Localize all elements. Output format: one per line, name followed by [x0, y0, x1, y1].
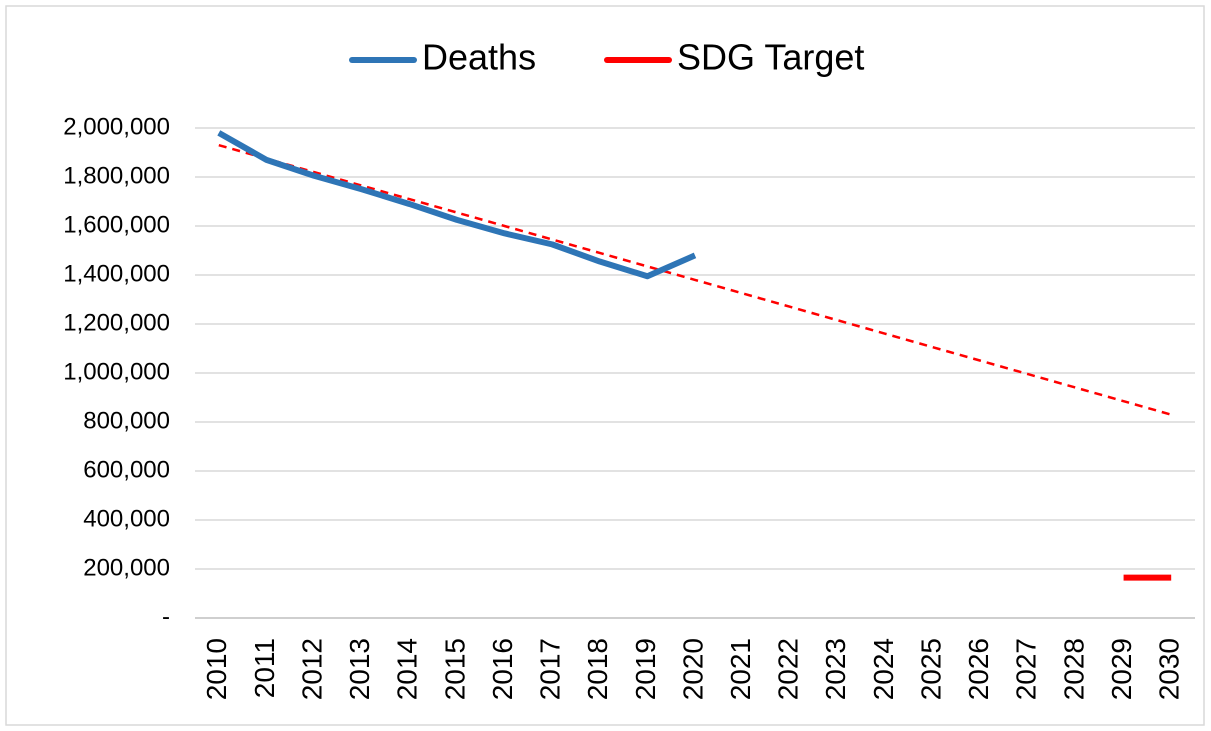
x-tick-label: 2028	[1058, 638, 1089, 700]
y-tick-label: 1,800,000	[63, 162, 170, 189]
x-tick-label: 2010	[201, 638, 232, 700]
x-tick-label: 2016	[487, 638, 518, 700]
y-tick-label: 1,000,000	[63, 358, 170, 385]
x-tick-label: 2021	[725, 638, 756, 700]
x-tick-label: 2025	[915, 638, 946, 700]
x-tick-label: 2017	[535, 638, 566, 700]
x-tick-label: 2023	[820, 638, 851, 700]
y-tick-label: 400,000	[83, 505, 170, 532]
series-line	[217, 130, 697, 280]
x-tick-label: 2015	[439, 638, 470, 700]
chart-border	[5, 5, 1205, 726]
x-tick-label: 2020	[677, 638, 708, 700]
x-tick-label: 2014	[392, 638, 423, 700]
y-tick-label: 2,000,000	[63, 113, 170, 140]
legend-label: SDG Target	[677, 37, 864, 78]
x-tick-label: 2024	[868, 638, 899, 700]
legend-label: Deaths	[422, 37, 536, 78]
x-tick-label: 2011	[249, 638, 280, 698]
y-tick-label: -	[162, 603, 170, 630]
x-tick-label: 2019	[630, 638, 661, 700]
x-tick-label: 2012	[296, 638, 327, 700]
y-tick-label: 600,000	[83, 456, 170, 483]
x-tick-label: 2013	[344, 638, 375, 700]
x-tick-label: 2018	[582, 638, 613, 700]
x-tick-label: 2029	[1106, 638, 1137, 700]
x-tick-label: 2026	[963, 638, 994, 700]
x-tick-label: 2030	[1154, 638, 1185, 700]
y-tick-label: 1,600,000	[63, 211, 170, 238]
y-tick-label: 1,200,000	[63, 309, 170, 336]
trendline	[218, 143, 1172, 416]
x-tick-label: 2027	[1011, 638, 1042, 700]
y-tick-label: 1,400,000	[63, 260, 170, 287]
y-tick-label: 800,000	[83, 407, 170, 434]
y-tick-label: 200,000	[83, 554, 170, 581]
x-tick-label: 2022	[773, 638, 804, 700]
